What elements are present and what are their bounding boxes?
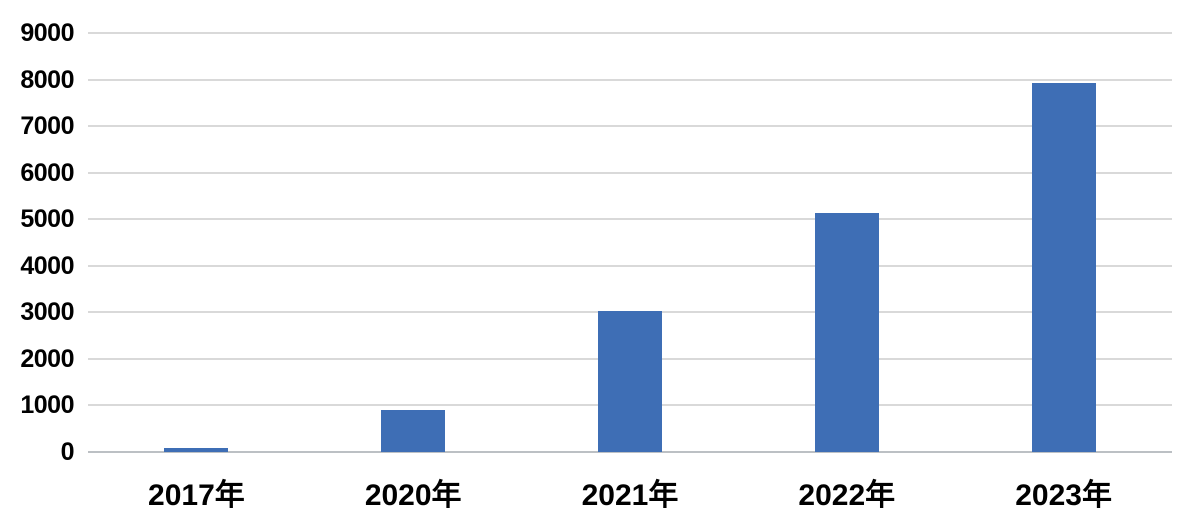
bar bbox=[814, 213, 879, 452]
bar bbox=[598, 310, 662, 452]
gridline bbox=[88, 32, 1172, 34]
bar bbox=[164, 447, 229, 452]
x-tick-label: 2017年 bbox=[148, 479, 245, 512]
plot-area bbox=[88, 32, 1172, 453]
x-tick-label: 2023年 bbox=[1015, 479, 1112, 512]
x-tick-label: 2021年 bbox=[581, 479, 679, 512]
x-tick-label: 2020年 bbox=[364, 479, 462, 512]
y-tick-label: 1000 bbox=[20, 391, 74, 420]
y-tick-label: 4000 bbox=[20, 251, 74, 280]
y-tick-label: 7000 bbox=[20, 112, 74, 141]
gridline bbox=[88, 218, 1172, 221]
y-tick-label: 8000 bbox=[20, 65, 74, 94]
gridline bbox=[88, 78, 1172, 81]
bar bbox=[1031, 82, 1096, 452]
x-axis-line bbox=[88, 451, 1172, 453]
x-tick-label: 2022年 bbox=[798, 479, 896, 512]
y-tick-label: 5000 bbox=[20, 205, 74, 234]
y-tick-label: 9000 bbox=[20, 19, 74, 47]
gridline bbox=[88, 171, 1172, 174]
gridline bbox=[88, 264, 1172, 267]
bar bbox=[381, 410, 446, 452]
y-tick-label: 2000 bbox=[20, 344, 74, 373]
y-tick-label: 0 bbox=[60, 438, 75, 466]
y-tick-label: 3000 bbox=[20, 298, 74, 327]
gridline bbox=[88, 125, 1172, 128]
y-tick-label: 6000 bbox=[20, 158, 74, 187]
